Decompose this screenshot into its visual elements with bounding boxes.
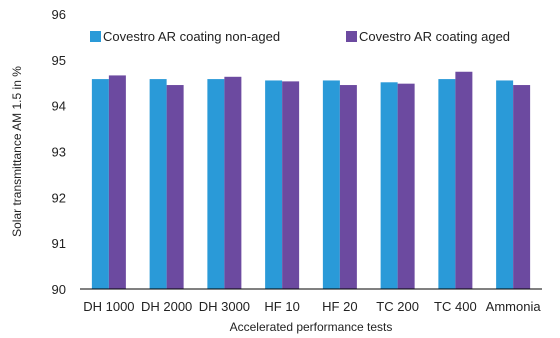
x-tick-label: TC 200	[376, 299, 419, 314]
y-tick-label: 90	[52, 282, 66, 297]
bar-aged-tc-200	[397, 83, 415, 290]
x-axis-label: Accelerated performance tests	[230, 320, 393, 334]
x-tick-label: HF 20	[322, 299, 357, 314]
bar-aged-ammonia	[513, 85, 531, 290]
y-tick-label: 96	[52, 7, 66, 22]
legend-entry: Covestro AR coating non-aged	[103, 29, 280, 44]
legend: Covestro AR coating non-aged Covestro AR …	[90, 29, 510, 44]
legend-swatch	[90, 31, 101, 42]
bar-aged-dh-2000	[166, 85, 184, 290]
x-tick-label: DH 2000	[141, 299, 192, 314]
y-tick-label: 92	[52, 190, 66, 205]
x-tick-label: TC 400	[434, 299, 477, 314]
bar-non-aged-dh-3000	[207, 79, 225, 289]
bar-aged-hf-20	[339, 85, 357, 290]
bar-aged-dh-1000	[108, 75, 126, 290]
x-tick-label: DH 1000	[83, 299, 134, 314]
bar-aged-dh-3000	[224, 76, 242, 290]
bars	[91, 71, 531, 290]
y-tick-label: 91	[52, 236, 66, 251]
bar-non-aged-dh-2000	[149, 79, 167, 289]
x-tick-label: Ammonia	[486, 299, 542, 314]
y-axis-label: Solar transmittance AM 1.5 in %	[10, 66, 24, 237]
y-tick-label: 94	[52, 99, 66, 114]
bar-non-aged-dh-1000	[91, 79, 109, 289]
bar-non-aged-hf-10	[265, 80, 283, 289]
legend-entry: Covestro AR coating aged	[359, 29, 510, 44]
bar-non-aged-hf-20	[322, 80, 340, 289]
y-tick-label: 93	[52, 145, 66, 160]
y-tick-label: 95	[52, 53, 66, 68]
bar-non-aged-tc-400	[438, 79, 456, 289]
x-tick-label: HF 10	[264, 299, 299, 314]
bar-non-aged-ammonia	[496, 80, 514, 289]
bar-non-aged-tc-200	[380, 82, 398, 290]
legend-swatch	[346, 31, 357, 42]
x-tick-label: DH 3000	[199, 299, 250, 314]
x-axis-ticks: DH 1000 DH 2000 DH 3000 HF 10 HF 20 TC 200 TC …	[83, 299, 541, 314]
bar-aged-hf-10	[282, 81, 300, 289]
y-axis-ticks: 90 91 92 93 94 95 96	[52, 7, 66, 297]
bar-aged-tc-400	[455, 71, 473, 289]
